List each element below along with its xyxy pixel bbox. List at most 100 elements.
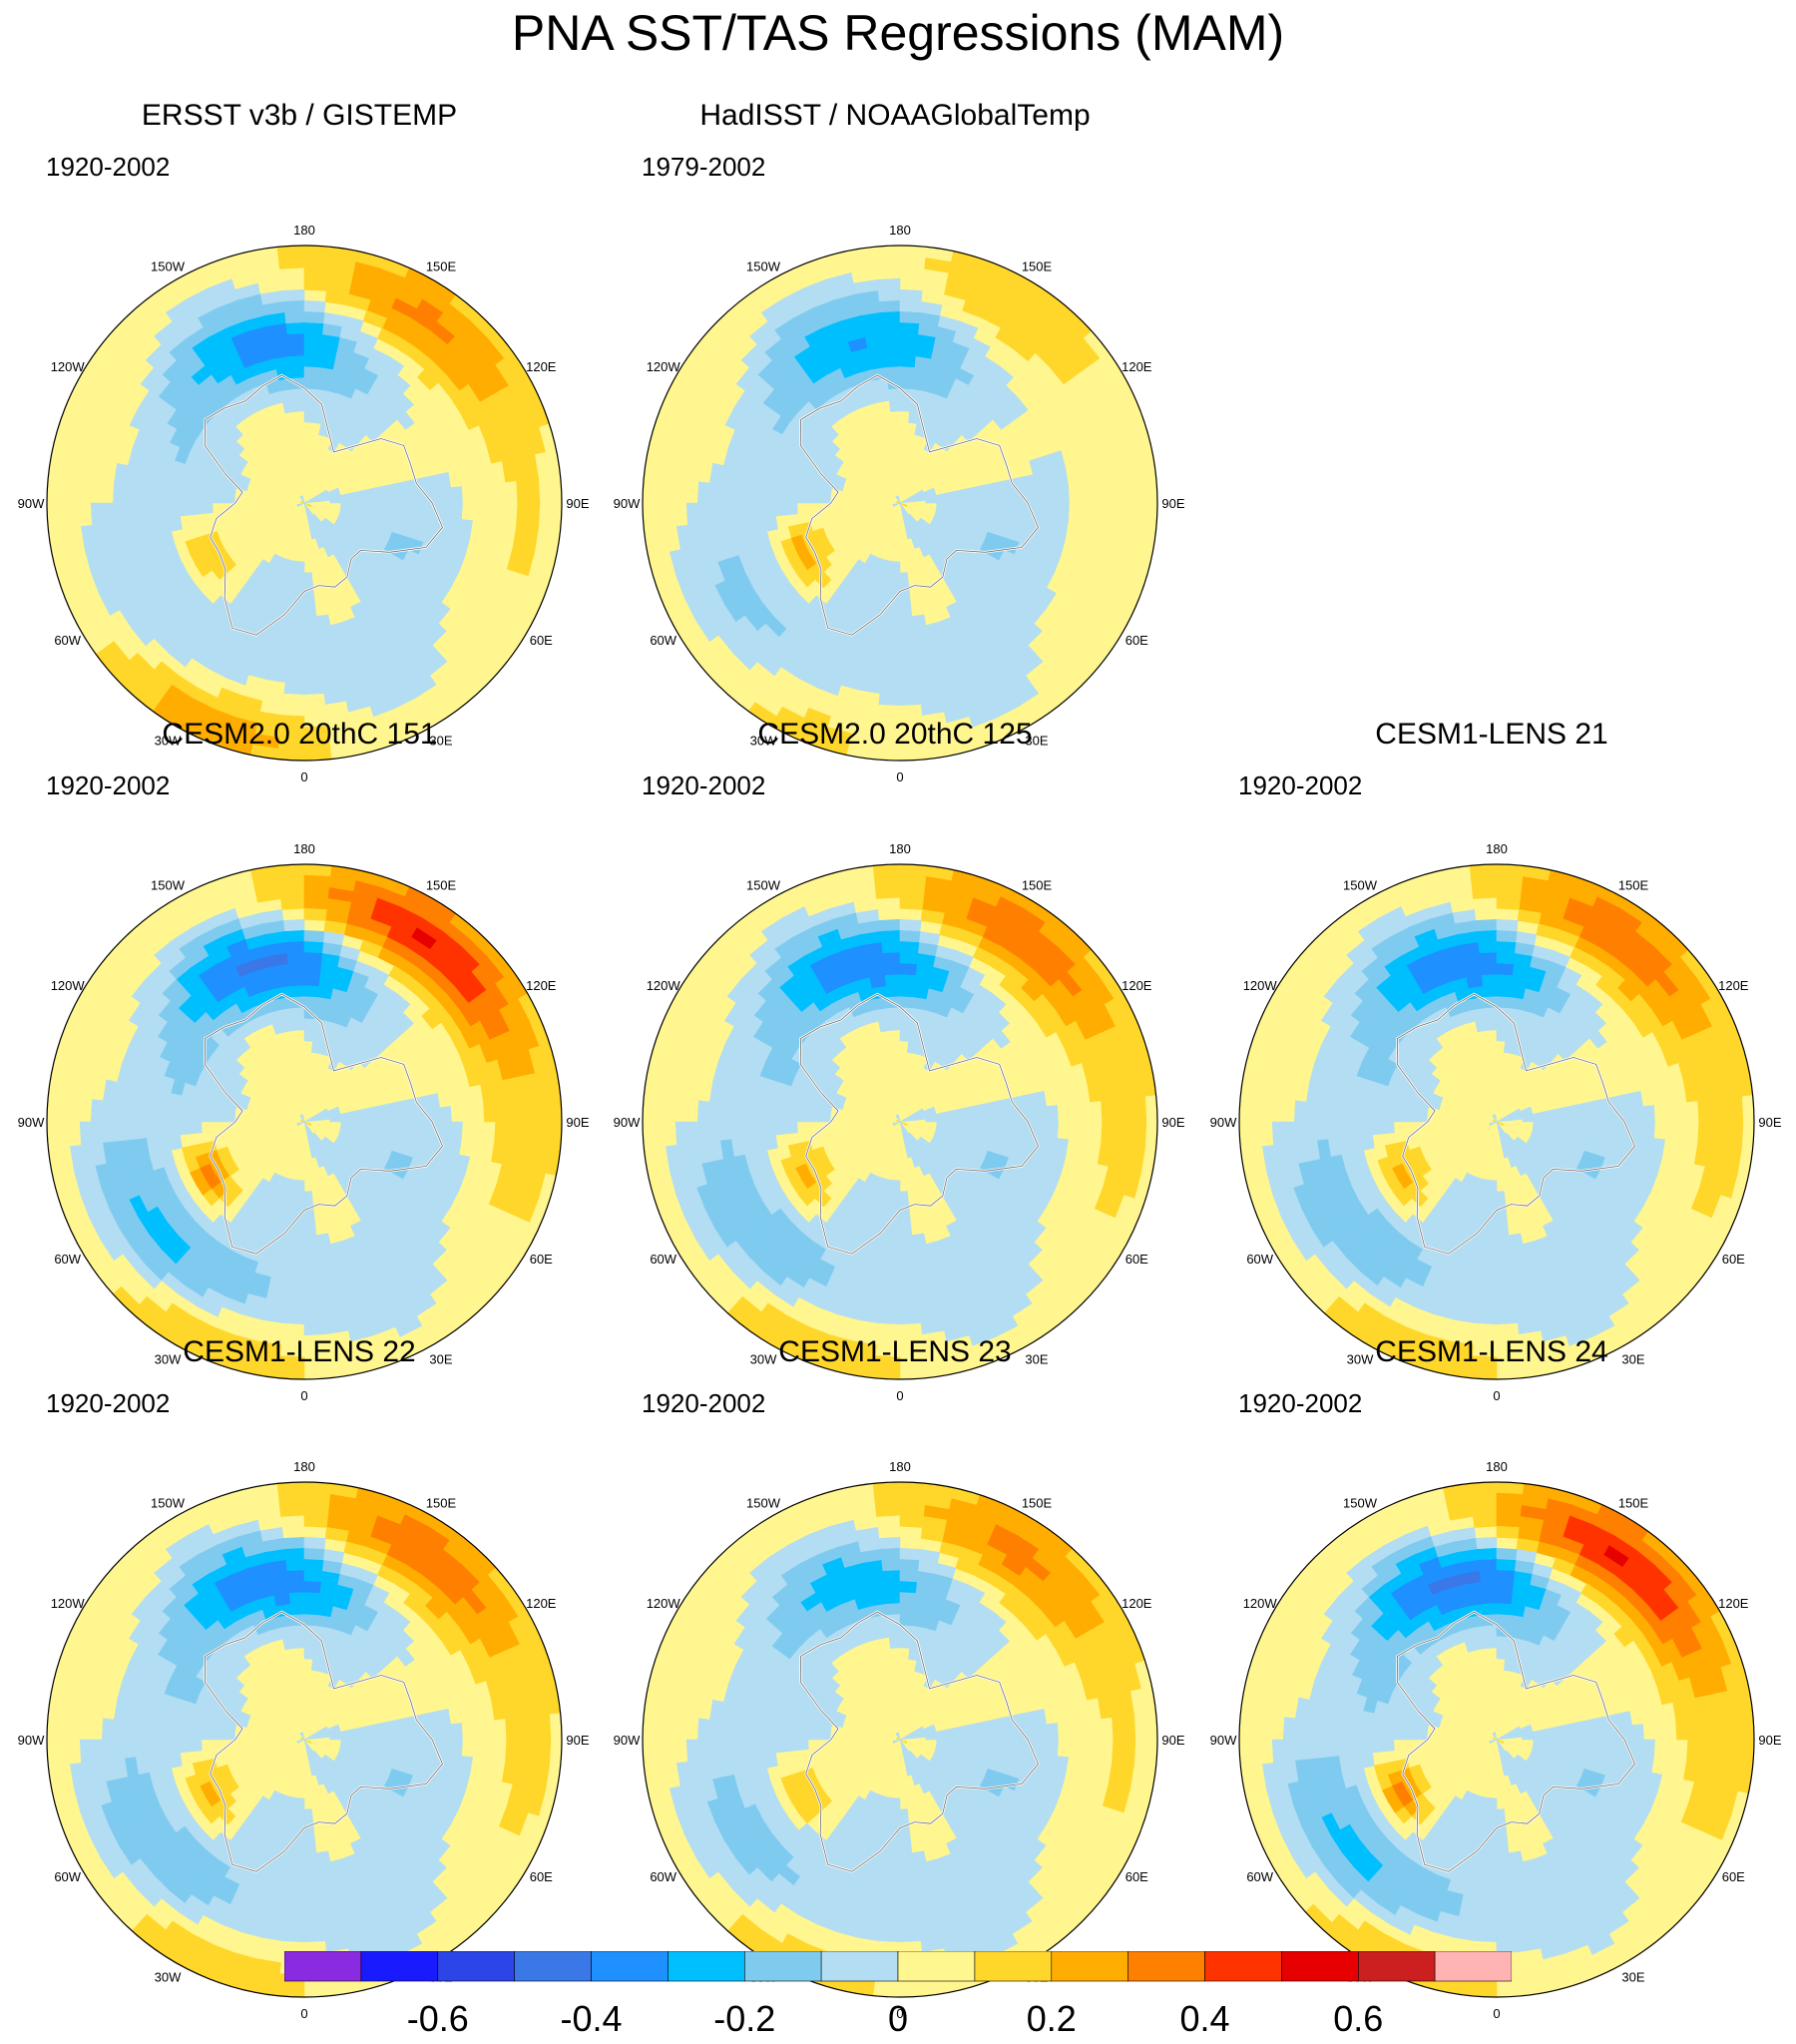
panel-period: 1979-2002 [642,152,766,182]
panel-hadisst: HadISST / NOAAGlobalTemp 1979-2002 180 150E… [614,86,1194,784]
longitude-label: 30W [1347,1351,1374,1366]
colorbar-tick-label: -0.6 [407,1998,469,2039]
longitude-label: 30W [155,1969,182,1984]
longitude-label: 90E [566,496,589,511]
panel-lens22: CESM1-LENS 22 1920-2002 180 150E 120E 90E 60E 3… [18,1322,599,2021]
longitude-label: 120W [1243,978,1278,993]
colorbar-tick-label: 0.6 [1333,1998,1383,2039]
longitude-label: 150E [426,1496,457,1511]
longitude-label: 120E [1122,1596,1152,1611]
colorbar-swatch [591,1951,669,1982]
longitude-label: 150E [1022,878,1053,893]
colorbar-swatch [668,1951,745,1982]
colorbar-swatch [1358,1951,1436,1982]
longitude-label: 90E [1161,496,1184,511]
colorbar-swatch [360,1951,439,1982]
contour-field [643,864,1157,1379]
longitude-label: 30E [1025,1351,1048,1366]
longitude-label: 150W [151,1496,186,1511]
longitude-label: 30E [429,733,452,748]
longitude-label: 60E [530,1869,553,1884]
longitude-label: 90W [1210,1733,1237,1748]
longitude-label: 0 [300,2006,307,2021]
longitude-label: 30W [155,733,182,748]
longitude-label: 150E [1022,259,1053,274]
longitude-label: 0 [300,1388,307,1403]
longitude-label: 30W [155,1351,182,1366]
longitude-label: 60W [650,1869,676,1884]
map-border [642,245,1158,762]
longitude-label: 60W [54,633,81,648]
colorbar-swatch [1127,1951,1205,1982]
longitude-label: 150E [1618,878,1649,893]
longitude-label: 150W [151,878,186,893]
contour-field [1239,864,1754,1379]
longitude-label: 90W [18,496,45,511]
longitude-label: 0 [1493,1388,1500,1403]
panel-period: 1920-2002 [642,770,766,800]
longitude-label: 30W [750,1351,777,1366]
colorbar-tick-label: 0.2 [1027,1998,1077,2039]
longitude-label: 120E [1718,978,1749,993]
longitude-label: 120E [1122,359,1152,374]
longitude-label: 60E [1125,633,1148,648]
longitude-label: 150W [1343,1496,1378,1511]
longitude-label: 120W [51,359,86,374]
longitude-label: 60W [54,1252,81,1267]
longitude-label: 60W [650,1252,676,1267]
colorbar-swatch [437,1951,516,1982]
longitude-label: 60W [650,633,676,648]
longitude-label: 180 [889,1459,911,1474]
longitude-label: 0 [896,2006,903,2021]
longitude-label: 30E [1621,1351,1644,1366]
panel-title: CESM1-LENS 21 [1375,718,1608,751]
longitude-label: 150E [426,878,457,893]
longitude-label: 180 [293,841,315,856]
longitude-label: 120W [647,1596,681,1611]
map-border [642,863,1158,1380]
longitude-label: 60W [1246,1869,1273,1884]
longitude-label: 180 [889,841,911,856]
longitude-label: 150E [1618,1496,1649,1511]
panel-title: HadISST / NOAAGlobalTemp [699,99,1091,132]
longitude-label: 120E [526,1596,557,1611]
longitude-label: 120W [51,1596,86,1611]
longitude-label: 120E [526,359,557,374]
contour-field [643,246,1157,761]
colorbar-swatch [820,1951,899,1982]
panel-lens23: CESM1-LENS 23 1920-2002 180 150E 120E 90E 60E 3… [614,1322,1194,2021]
contour-field [47,1482,562,1997]
colorbar-tick-label: -0.2 [713,1998,775,2039]
panel-cesm2-125: CESM2.0 20thC 125 1920-2002 180 150E 120E 90E… [614,705,1194,1403]
colorbar-tick-label: 0 [888,1998,908,2039]
colorbar-swatch [974,1951,1053,1982]
longitude-label: 90E [1758,1733,1781,1748]
panel-cesm2-151: CESM2.0 20thC 151 1920-2002 180 150E 120E 90E… [18,705,599,1403]
panel-period: 1920-2002 [1238,1388,1363,1418]
panel-period: 1920-2002 [46,770,171,800]
longitude-label: 30E [1621,1969,1644,1984]
longitude-label: 150W [746,259,781,274]
longitude-label: 0 [300,769,307,784]
longitude-label: 60E [1125,1252,1148,1267]
longitude-label: 30E [1025,733,1048,748]
longitude-label: 120E [526,978,557,993]
colorbar-swatch [284,1951,362,1982]
longitude-label: 90E [1161,1115,1184,1130]
colorbar-tick-label: 0.4 [1179,1998,1229,2039]
longitude-label: 60E [530,633,553,648]
longitude-label: 90W [614,1733,641,1748]
colorbar-swatch [1281,1951,1359,1982]
longitude-label: 120E [1122,978,1152,993]
colorbar-swatch [1434,1951,1512,1982]
main-title: PNA SST/TAS Regressions (MAM) [511,5,1285,61]
map-border [46,245,563,762]
longitude-label: 150E [1022,1496,1053,1511]
panel-period: 1920-2002 [642,1388,766,1418]
contour-field [47,246,562,761]
